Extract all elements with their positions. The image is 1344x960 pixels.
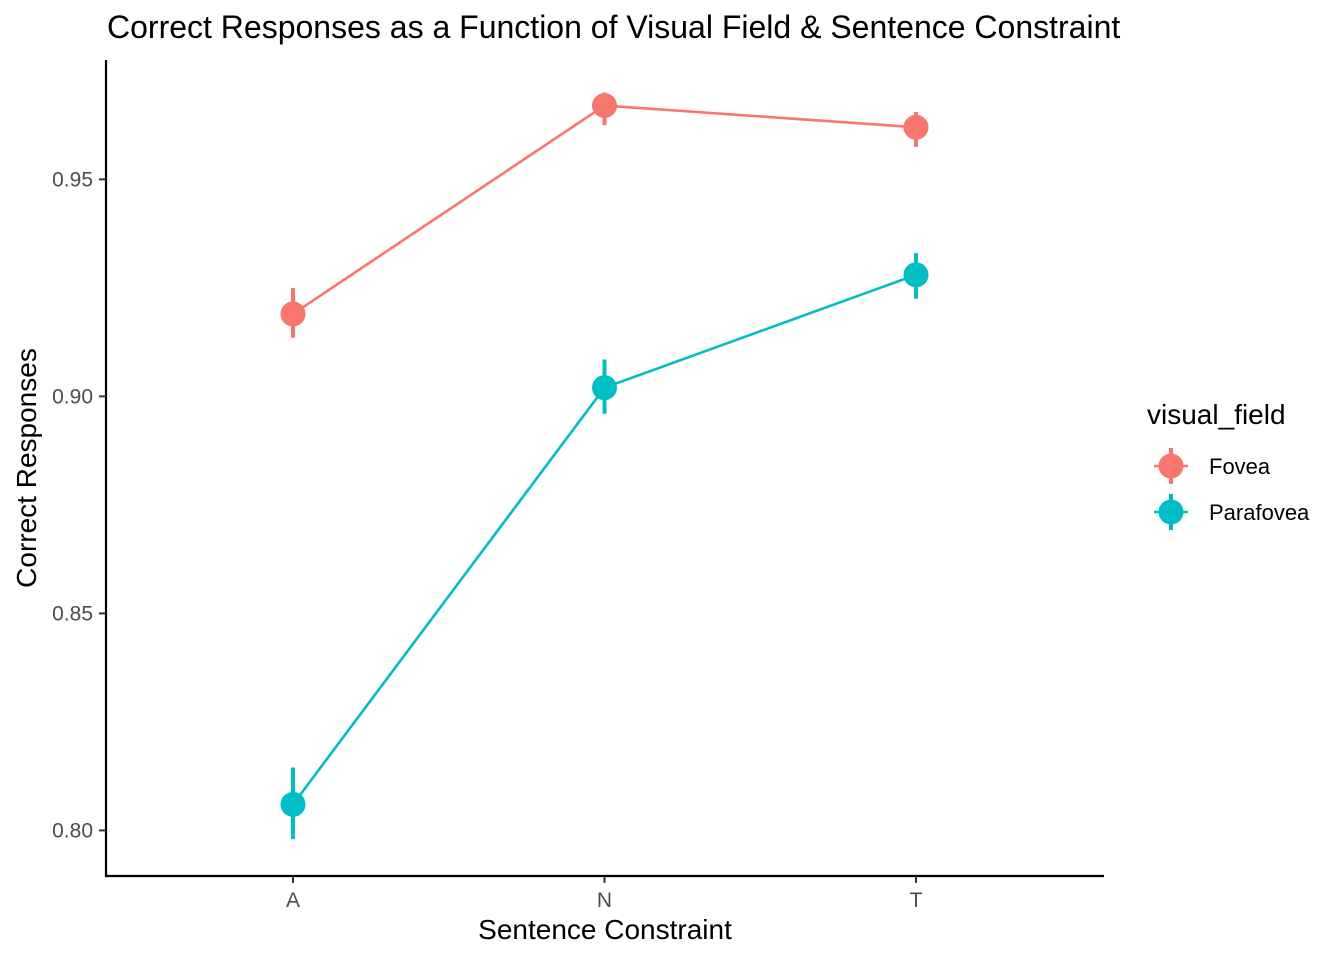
y-tick-label: 0.95 — [52, 168, 93, 191]
y-axis-ticks: 0.80 0.85 0.90 0.95 — [52, 168, 106, 842]
legend-key-point — [1158, 453, 1184, 479]
y-tick-label: 0.85 — [52, 602, 93, 625]
legend-items: Fovea Parafovea — [1154, 448, 1310, 530]
y-axis-title: Correct Responses — [11, 348, 42, 588]
data-point — [592, 375, 617, 401]
plot-area: 0.80 0.85 0.90 0.95 A N T — [52, 60, 1104, 912]
legend-label: Parafovea — [1209, 500, 1310, 525]
x-axis-title: Sentence Constraint — [478, 914, 732, 945]
series-parafovea — [280, 253, 929, 840]
x-tick-label: A — [286, 889, 300, 912]
legend-key-point — [1158, 499, 1184, 525]
legend-label: Fovea — [1209, 454, 1271, 479]
data-point — [280, 301, 306, 327]
series-line — [292, 104, 917, 315]
data-point — [903, 262, 929, 288]
legend-item-parafovea: Parafovea — [1154, 494, 1310, 530]
x-tick-label: T — [910, 889, 923, 912]
x-tick-label: N — [597, 889, 612, 912]
legend: visual_field Fovea Parafovea — [1147, 399, 1310, 530]
series-line — [291, 273, 917, 806]
y-tick-label: 0.80 — [52, 819, 93, 842]
legend-title: visual_field — [1147, 399, 1286, 430]
y-tick-label: 0.90 — [52, 385, 93, 408]
data-point — [903, 114, 929, 140]
series-layer — [280, 92, 929, 840]
data-point — [592, 93, 617, 119]
legend-item-fovea: Fovea — [1154, 448, 1271, 484]
series-fovea — [280, 92, 929, 338]
data-point — [280, 791, 306, 817]
chart-title: Correct Responses as a Function of Visua… — [107, 9, 1120, 45]
